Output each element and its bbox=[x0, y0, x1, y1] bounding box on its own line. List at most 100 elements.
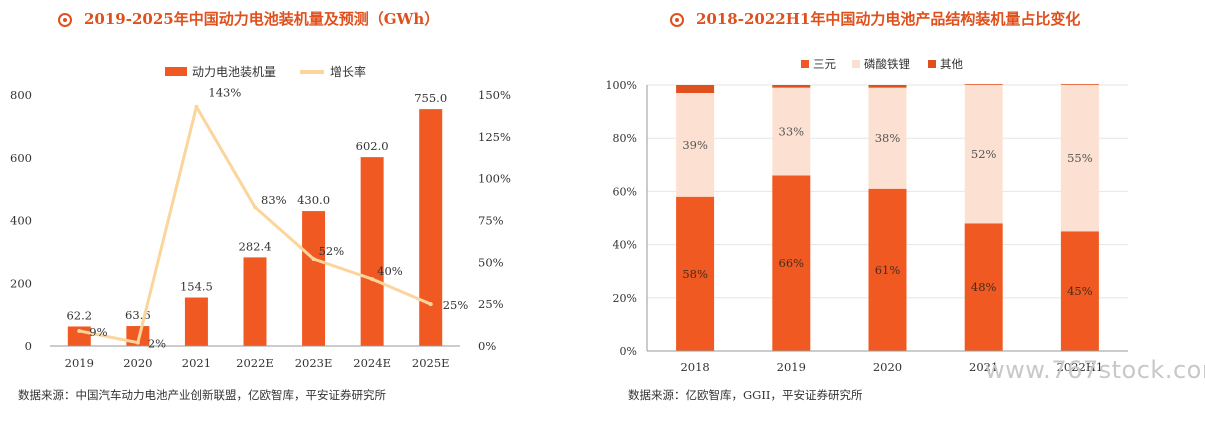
y-axis-tick-label: 0% bbox=[620, 345, 637, 358]
bar-segment-2019-2 bbox=[772, 87, 811, 176]
growth-rate-point bbox=[428, 302, 433, 307]
bar-segment-2022H1-3 bbox=[1060, 84, 1099, 85]
legend-label-bar: 动力电池装机量 bbox=[192, 65, 276, 79]
y-axis-tick-label: 60% bbox=[613, 185, 637, 198]
growth-rate-label: 2% bbox=[148, 337, 166, 351]
y2-axis-tick-label: 50% bbox=[478, 255, 504, 269]
bar-value-label: 154.5 bbox=[180, 280, 213, 294]
bar-segment-2020-2 bbox=[868, 87, 907, 189]
y-axis-tick-label: 600 bbox=[10, 151, 32, 165]
x-axis-tick-label: 2020 bbox=[123, 356, 152, 370]
y-axis-tick-label: 100% bbox=[606, 79, 637, 92]
bar-segment-2022H1-2 bbox=[1060, 85, 1099, 232]
battery-structure-chart: 三元 磷酸铁锂 其他 0% 20% 40% 60% 80% 100% 58% 39% 66% 33% 61… bbox=[606, 57, 1128, 374]
bar-2025E bbox=[419, 109, 443, 347]
bar-segment-2020-1 bbox=[868, 188, 907, 351]
legend-label: 磷酸铁锂 bbox=[864, 57, 910, 71]
circle-dot-icon bbox=[58, 13, 72, 27]
segment-value-label: 58% bbox=[682, 267, 708, 281]
segment-value-label: 33% bbox=[779, 125, 805, 139]
segment-value-label: 52% bbox=[971, 147, 997, 161]
bar-2021 bbox=[184, 297, 208, 346]
bar-segment-2018-3 bbox=[676, 85, 715, 93]
growth-rate-point bbox=[370, 277, 375, 282]
bar-value-label: 755.0 bbox=[414, 91, 447, 105]
x-axis-tick-label: 2019 bbox=[65, 356, 94, 370]
right-source-note: 数据来源：亿欧智库，GGII，平安证券研究所 bbox=[628, 388, 863, 402]
bar-value-label: 602.0 bbox=[356, 139, 389, 153]
x-axis-tick-label: 2022E bbox=[236, 356, 274, 370]
y-axis-tick-label: 80% bbox=[613, 132, 637, 145]
growth-rate-point bbox=[194, 104, 199, 109]
y-axis-tick-label: 20% bbox=[613, 292, 637, 305]
legend-label: 其他 bbox=[940, 57, 963, 71]
growth-rate-label: 143% bbox=[208, 86, 241, 100]
legend-label-line: 增长率 bbox=[330, 64, 366, 79]
bar-2024E bbox=[360, 157, 384, 346]
growth-rate-point bbox=[253, 205, 257, 210]
bar-segment-2018-1 bbox=[676, 196, 715, 351]
segment-value-label: 48% bbox=[971, 280, 997, 294]
growth-rate-label: 83% bbox=[261, 193, 287, 207]
bar-value-label: 62.2 bbox=[66, 308, 92, 322]
y2-axis-tick-label: 75% bbox=[478, 214, 504, 228]
segment-value-label: 39% bbox=[682, 138, 708, 152]
x-axis-tick-label: 2024E bbox=[353, 356, 391, 370]
segment-value-label: 45% bbox=[1067, 284, 1093, 298]
bar-2022E bbox=[243, 257, 267, 346]
x-axis-tick-label: 2022H1 bbox=[1057, 360, 1104, 374]
growth-rate-point bbox=[135, 340, 140, 345]
bar-segment-2021-2 bbox=[964, 85, 1003, 224]
bar-segment-2020-3 bbox=[868, 85, 907, 88]
y-axis-tick-label: 800 bbox=[10, 88, 32, 102]
legend-label: 三元 bbox=[813, 57, 836, 71]
segment-value-label: 66% bbox=[779, 256, 805, 270]
y-axis-tick-label: 200 bbox=[10, 276, 32, 290]
y2-axis-tick-label: 100% bbox=[478, 172, 511, 186]
x-axis-tick-label: 2021 bbox=[969, 360, 998, 374]
growth-rate-label: 25% bbox=[443, 298, 469, 312]
growth-rate-point bbox=[311, 256, 316, 261]
x-axis-tick-label: 2020 bbox=[873, 360, 902, 374]
x-axis-tick-label: 2019 bbox=[777, 360, 806, 374]
bar-segment-2021-1 bbox=[964, 223, 1003, 351]
x-axis-tick-label: 2021 bbox=[182, 356, 211, 370]
left-title-text: 2019-2025年中国动力电池装机量及预测（GWh） bbox=[84, 10, 440, 28]
y-axis-tick-label: 40% bbox=[613, 239, 637, 252]
right-title-text: 2018-2022H1年中国动力电池产品结构装机量占比变化 bbox=[696, 10, 1081, 28]
bar-2023E bbox=[302, 211, 326, 346]
installed-capacity-chart: 动力电池装机量 增长率 0 200 400 600 800 0% 25% 50% 75% 100% 12… bbox=[10, 64, 511, 370]
bar-value-label: 430.0 bbox=[297, 193, 330, 207]
bar-segment-2018-2 bbox=[676, 92, 715, 197]
left-chart-title: 2019-2025年中国动力电池装机量及预测（GWh） bbox=[58, 8, 439, 29]
growth-rate-point bbox=[77, 328, 82, 333]
y2-axis-tick-label: 150% bbox=[478, 88, 511, 102]
circle-dot-icon bbox=[670, 13, 684, 27]
bar-segment-2022H1-1 bbox=[1060, 231, 1099, 351]
bar-segment-2019-3 bbox=[772, 85, 811, 88]
legend-swatch-1 bbox=[801, 60, 809, 68]
bar-value-label: 282.4 bbox=[239, 239, 272, 253]
right-chart-title: 2018-2022H1年中国动力电池产品结构装机量占比变化 bbox=[670, 8, 1080, 29]
bar-segment-2021-3 bbox=[964, 84, 1003, 85]
growth-rate-label: 9% bbox=[89, 325, 107, 339]
y-axis-tick-label: 0 bbox=[25, 339, 32, 353]
x-axis-tick-label: 2025E bbox=[412, 356, 450, 370]
y2-axis-tick-label: 25% bbox=[478, 297, 504, 311]
left-source-note: 数据来源：中国汽车动力电池产业创新联盟，亿欧智库，平安证券研究所 bbox=[18, 388, 386, 402]
segment-value-label: 61% bbox=[875, 263, 901, 277]
growth-rate-label: 52% bbox=[319, 244, 345, 258]
legend-swatch-bar bbox=[165, 67, 187, 76]
watermark: www.767stock.com bbox=[985, 356, 1205, 384]
x-axis-tick-label: 2018 bbox=[680, 360, 709, 374]
x-axis-tick-label: 2023E bbox=[295, 356, 333, 370]
y2-axis-tick-label: 125% bbox=[478, 130, 511, 144]
segment-value-label: 55% bbox=[1067, 151, 1093, 165]
growth-rate-label: 40% bbox=[377, 264, 403, 278]
segment-value-label: 38% bbox=[875, 131, 901, 145]
legend-swatch-2 bbox=[852, 60, 860, 68]
legend-swatch-3 bbox=[928, 60, 936, 68]
bar-segment-2019-1 bbox=[772, 175, 811, 351]
y-axis-tick-label: 400 bbox=[10, 214, 32, 228]
y2-axis-tick-label: 0% bbox=[478, 339, 496, 353]
